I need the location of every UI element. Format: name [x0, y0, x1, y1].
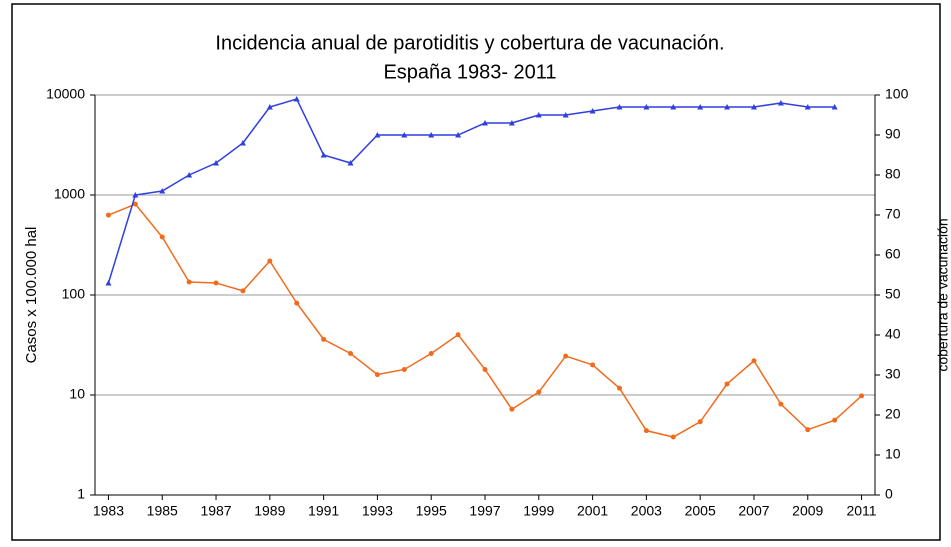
- y-tick-label: 100: [62, 286, 86, 302]
- point: [428, 132, 435, 138]
- y2-tick-label: 100: [885, 86, 909, 102]
- x-tick-label: 2001: [577, 503, 608, 519]
- point: [213, 280, 219, 286]
- point: [213, 160, 220, 166]
- y-tick-label: 10: [69, 386, 85, 402]
- point: [724, 381, 730, 387]
- point: [455, 132, 462, 138]
- point: [482, 120, 488, 126]
- y2-tick-label: 90: [885, 126, 901, 142]
- point: [670, 104, 677, 110]
- y2-tick-label: 70: [885, 206, 901, 222]
- point: [589, 108, 596, 114]
- point: [240, 288, 246, 294]
- x-tick-label: 2005: [685, 503, 716, 519]
- point: [697, 104, 704, 110]
- point: [562, 112, 569, 118]
- series-line: [108, 203, 863, 438]
- point: [643, 104, 650, 110]
- series-line: [107, 98, 835, 284]
- y2-tick-label: 50: [885, 286, 901, 302]
- y2-axis-label: cobertura de vacunación: [935, 218, 951, 371]
- y2-tick-label: 20: [885, 406, 901, 422]
- point: [428, 351, 434, 357]
- y2-tick-label: 10: [885, 446, 901, 462]
- point: [186, 172, 193, 178]
- chart-frame: [11, 3, 941, 541]
- point: [159, 188, 166, 194]
- x-tick-label: 1985: [147, 503, 178, 519]
- point: [159, 234, 165, 240]
- point: [105, 280, 112, 286]
- chart-subtitle: España 1983- 2011: [383, 61, 556, 83]
- point: [750, 104, 757, 110]
- point: [643, 428, 649, 434]
- point: [347, 160, 354, 166]
- point: [293, 96, 300, 102]
- point: [751, 358, 757, 364]
- point: [105, 212, 111, 218]
- point: [804, 104, 811, 110]
- point: [482, 366, 488, 372]
- point: [616, 104, 623, 110]
- point: [266, 104, 273, 110]
- point: [186, 279, 192, 285]
- chart-title: Incidencia anual de parotiditis y cobert…: [215, 32, 724, 54]
- point: [374, 132, 381, 138]
- y-tick-label: 1: [77, 486, 85, 502]
- point: [616, 385, 622, 391]
- point: [778, 401, 784, 407]
- x-tick-label: 2007: [738, 503, 769, 519]
- point: [132, 201, 138, 207]
- x-tick-label: 1987: [200, 503, 231, 519]
- x-tick-label: 1993: [362, 503, 393, 519]
- point: [670, 434, 676, 440]
- point: [535, 112, 542, 118]
- x-tick-label: 1997: [469, 503, 500, 519]
- y2-tick-label: 30: [885, 366, 901, 382]
- point: [455, 332, 461, 338]
- point: [777, 100, 784, 106]
- y-tick-label: 1000: [54, 186, 85, 202]
- point: [321, 336, 327, 342]
- point: [320, 152, 327, 158]
- point: [267, 258, 273, 264]
- x-tick-label: 1999: [523, 503, 554, 519]
- point: [294, 300, 300, 306]
- x-tick-label: 2003: [631, 503, 662, 519]
- x-tick-label: 2009: [792, 503, 823, 519]
- point: [832, 417, 838, 423]
- point: [374, 372, 380, 378]
- y2-tick-label: 60: [885, 246, 901, 262]
- point: [859, 393, 865, 399]
- point: [348, 351, 354, 357]
- point: [590, 362, 596, 368]
- point: [239, 140, 246, 146]
- y-tick-label: 10000: [46, 86, 85, 102]
- point: [401, 366, 407, 372]
- point: [509, 406, 515, 412]
- x-tick-label: 1995: [416, 503, 447, 519]
- point: [697, 419, 703, 425]
- point: [724, 104, 731, 110]
- y-axis-label: Casos x 100.000 hal: [23, 227, 40, 364]
- x-tick-label: 1989: [254, 503, 285, 519]
- point: [536, 389, 542, 395]
- y2-tick-label: 80: [885, 166, 901, 182]
- x-tick-label: 1983: [93, 503, 124, 519]
- y2-tick-label: 40: [885, 326, 901, 342]
- point: [805, 427, 811, 433]
- point: [401, 132, 408, 138]
- y2-tick-label: 0: [885, 486, 893, 502]
- point: [508, 120, 515, 126]
- x-tick-label: 2011: [846, 503, 876, 519]
- x-tick-label: 1991: [308, 503, 339, 519]
- point: [831, 104, 838, 110]
- point: [563, 353, 569, 359]
- point: [132, 192, 139, 198]
